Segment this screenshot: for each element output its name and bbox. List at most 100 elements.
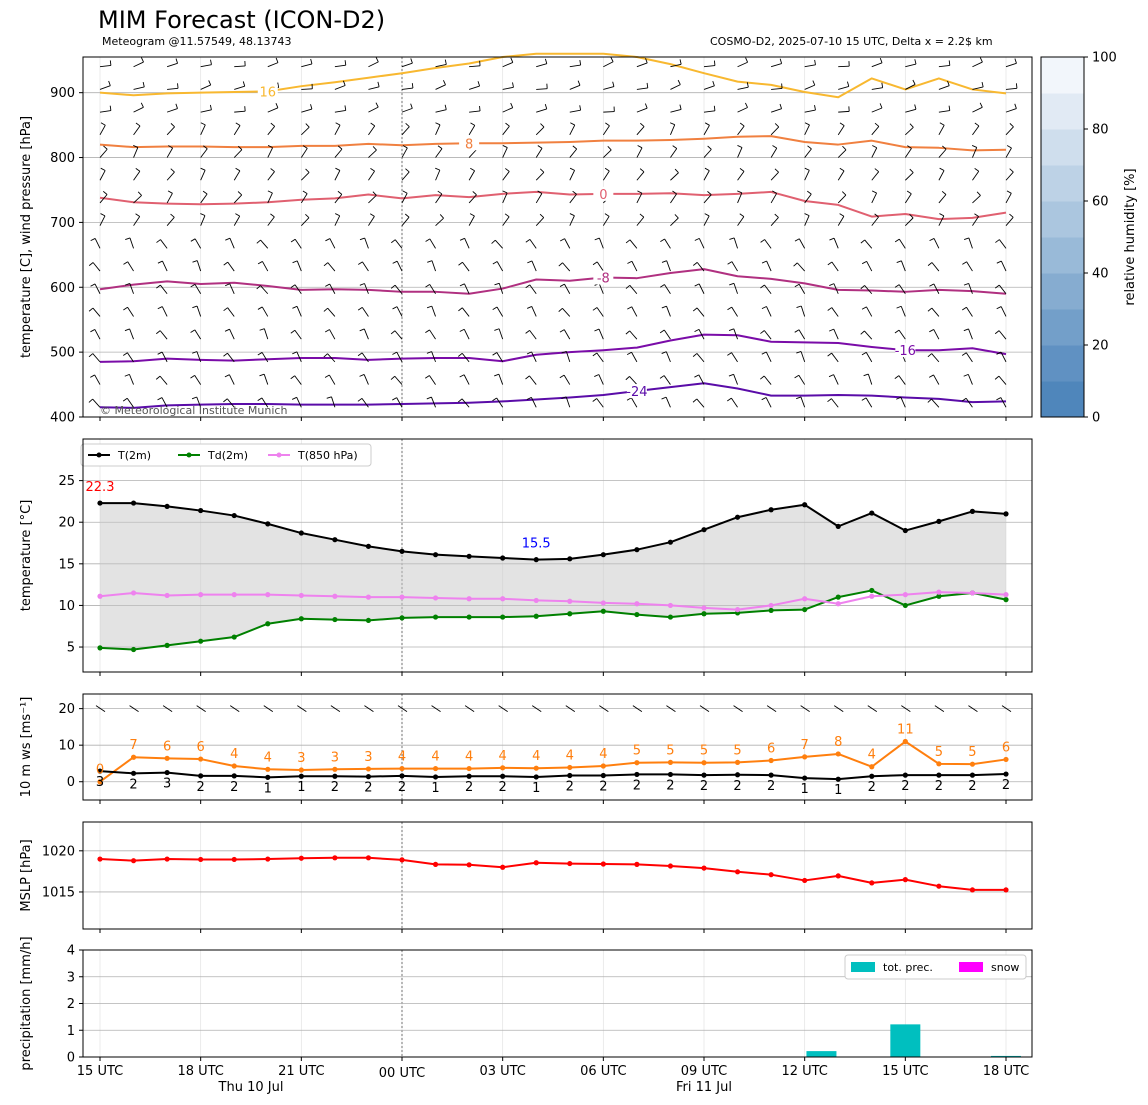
wind-barb [966, 306, 973, 317]
wind-barb [261, 306, 269, 317]
wind-barb-flag [358, 261, 363, 265]
wind-barb-flag [674, 214, 679, 219]
wind-gust-point [533, 774, 539, 780]
legend-swatch-dot [96, 452, 102, 458]
wind-barb-flag [437, 145, 443, 150]
wind-barb-flag [527, 260, 533, 264]
wind-barb-flag [625, 239, 631, 244]
wind-barb [933, 283, 940, 294]
wind-barb [562, 262, 571, 272]
wind-barb [196, 260, 202, 272]
wind-barb-flag [537, 145, 543, 149]
surface-wind-barb [263, 705, 274, 712]
wind-speed-point [130, 754, 137, 760]
wind-barb-flag [525, 238, 531, 243]
wind-barb [737, 125, 745, 136]
wind-barb-flag [259, 328, 265, 331]
wind-barb-flag [896, 305, 902, 309]
wind-barb-flag [404, 213, 410, 218]
wind-barb [99, 110, 111, 113]
series-point-t2m [567, 556, 573, 562]
series-point-t2m [936, 518, 942, 524]
mslp-point [969, 887, 976, 893]
wind-barb [631, 261, 638, 272]
wind-barb-flag [1009, 123, 1014, 128]
wind-barb [133, 170, 141, 181]
wind-barb-flag [679, 104, 682, 110]
wind-speed-label: 8 [834, 735, 842, 750]
wind-barb-flag [337, 145, 343, 150]
wind-barb [227, 307, 235, 317]
wind-barb-flag [829, 283, 835, 286]
wind-barb [737, 107, 748, 113]
isotherm-line [99, 190, 1007, 221]
wind-gust-point [198, 773, 204, 779]
wind-speed-label: 6 [163, 739, 171, 754]
mslp-point [701, 865, 707, 871]
wind-barb-flag [425, 329, 430, 334]
series-point-t850 [198, 592, 204, 598]
wind-barb-flag [929, 329, 934, 333]
wind-barb [368, 125, 376, 136]
wind-barb [461, 307, 470, 317]
wind-barb-flag [223, 307, 228, 312]
wind-barb [737, 216, 745, 226]
wind-barb-flag [88, 353, 94, 358]
wind-barb-flag [370, 167, 375, 172]
series-point-td2m [432, 614, 439, 620]
mslp-point [835, 873, 841, 879]
wind-barb-flag [458, 352, 463, 357]
legend-label: T(850 hPa) [297, 449, 358, 462]
wind-barb-flag [804, 213, 810, 217]
wind-barb [733, 283, 738, 294]
wind-barb [696, 398, 705, 408]
wind-barb [300, 193, 308, 204]
wind-barb-flag [579, 60, 582, 66]
wind-speed-point [1003, 756, 1009, 763]
series-point-t850 [432, 595, 439, 601]
wind-barb [368, 106, 379, 113]
wind-barb-flag [494, 328, 500, 331]
wind-barb [696, 262, 705, 272]
wind-barb [938, 85, 950, 90]
wind-barb-flag [827, 352, 832, 357]
wind-barb [871, 126, 880, 136]
wind-barb [166, 193, 173, 204]
wind-barb [865, 352, 873, 363]
x-tick-label: 15 UTC [882, 1064, 928, 1079]
wind-barb [461, 353, 470, 363]
wind-barb [262, 261, 269, 272]
wind-barb-flag [235, 167, 241, 172]
wind-barb [227, 352, 235, 363]
wind-barb [905, 127, 914, 136]
temperature-spread-area [100, 503, 1006, 650]
wind-barb [329, 329, 336, 340]
wind-barb [904, 148, 912, 158]
wind-barb-flag [270, 122, 275, 127]
wind-barb [296, 306, 302, 317]
wind-barb [865, 397, 873, 408]
isotherm-label: -24 [626, 385, 647, 400]
wind-barb-flag [156, 284, 161, 289]
wind-barb [603, 149, 612, 158]
wind-barb-flag [405, 168, 410, 173]
wind-barb [401, 126, 410, 136]
wind-speed-label: 5 [700, 744, 708, 759]
wind-barb [833, 237, 839, 249]
annotation-min: 15.5 [522, 537, 551, 552]
wind-barb-flag [644, 103, 648, 109]
series-point-t850 [332, 593, 338, 599]
wind-barb [126, 398, 134, 408]
wind-barb-flag [804, 167, 810, 171]
wind-barb [159, 330, 168, 340]
wind-barb [99, 170, 106, 181]
wind-barb-flag [275, 57, 279, 63]
colorbar-segment [1041, 93, 1084, 130]
wind-gust-label: 1 [431, 781, 439, 796]
wind-barb [733, 328, 738, 340]
wind-barb [664, 284, 671, 295]
wind-barb-flag [948, 105, 951, 111]
wind-barb [703, 110, 715, 113]
colorbar-segment [1041, 237, 1084, 274]
wind-barb-flag [257, 261, 263, 265]
